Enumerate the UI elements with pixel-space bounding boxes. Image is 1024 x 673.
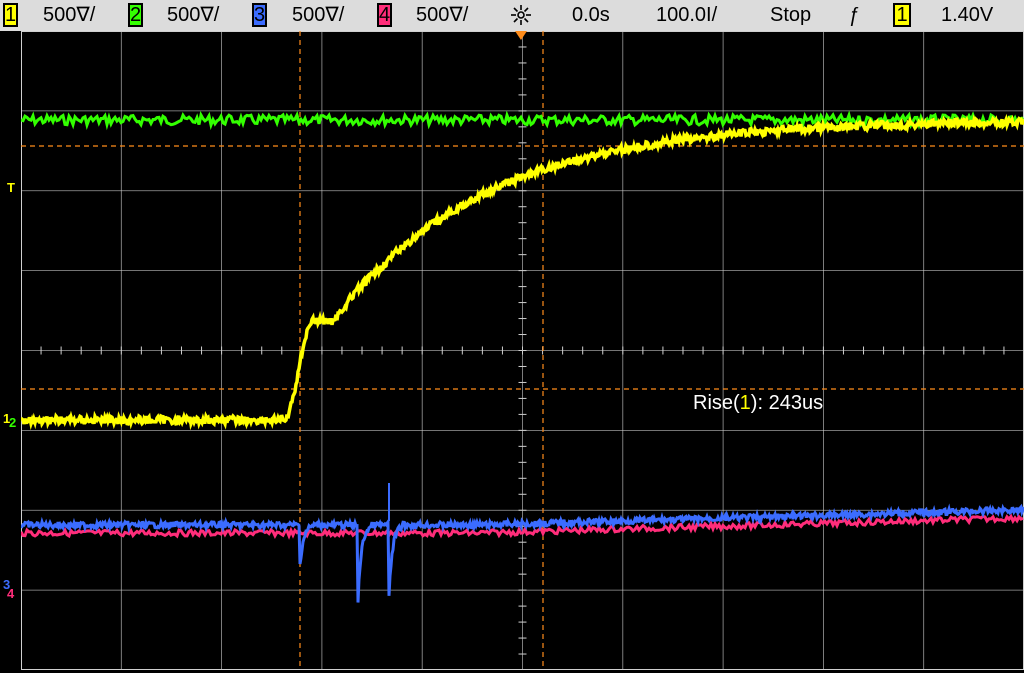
channel-1-badge[interactable]: 1 xyxy=(3,3,18,27)
measurement-channel: 1 xyxy=(739,392,751,414)
channel-1-scale[interactable]: 500∇/ xyxy=(43,4,96,26)
trigger-channel-badge[interactable]: 1 xyxy=(893,3,911,27)
time-scale[interactable]: 100.0Ι/ xyxy=(656,4,718,26)
channel-3-scale[interactable]: 500∇/ xyxy=(292,4,345,26)
run-state[interactable]: Stop xyxy=(770,4,812,26)
channel-3-ground-marker: 3 xyxy=(3,577,11,592)
measurement-value: ): 243us xyxy=(750,392,824,414)
channel-3-trace xyxy=(21,503,1024,603)
channel-3-badge[interactable]: 3 xyxy=(252,3,267,27)
toolbar: 1 500∇/ 2 500∇/ 3 500∇/ 4 500∇/ 0.0s 100… xyxy=(0,0,1024,31)
rising-edge-icon[interactable]: ƒ xyxy=(848,4,860,26)
trigger-level[interactable]: 1.40V xyxy=(941,4,994,26)
time-offset[interactable]: 0.0s xyxy=(572,4,610,26)
channel-2-ground-marker: 2 xyxy=(9,415,17,430)
trigger-level-marker: T xyxy=(7,180,15,195)
sun-snowflake-icon[interactable] xyxy=(510,4,532,26)
channel-4-trace xyxy=(21,513,1024,540)
channel-2-scale[interactable]: 500∇/ xyxy=(167,4,220,26)
channel-4-scale[interactable]: 500∇/ xyxy=(416,4,469,26)
scope-graticule xyxy=(21,31,1024,670)
rise-time-measurement: Rise(1): 243us xyxy=(693,392,823,415)
trigger-position-marker xyxy=(515,31,527,40)
channel-4-badge[interactable]: 4 xyxy=(377,3,392,27)
measurement-prefix: Rise( xyxy=(693,392,740,414)
channel-1-ground-marker: 1 xyxy=(3,411,11,426)
channel-1-trace xyxy=(21,113,1024,431)
waveform-display[interactable]: T 1 2 3 4 Rise(1): 243us xyxy=(3,31,1024,670)
waveforms xyxy=(21,110,1024,603)
channel-2-badge[interactable]: 2 xyxy=(128,3,143,27)
channel-4-ground-marker: 4 xyxy=(7,586,15,601)
